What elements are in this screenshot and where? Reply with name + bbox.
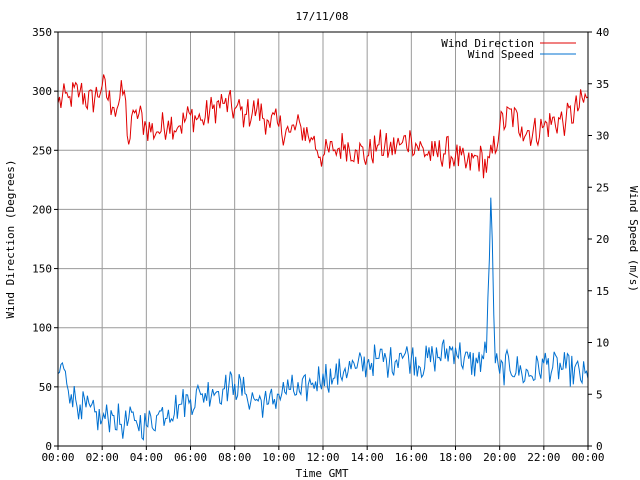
series-line-1 xyxy=(57,197,589,441)
x-tick-label: 14:00 xyxy=(351,451,384,464)
y-axis-label-right: Wind Speed (m/s) xyxy=(627,186,640,292)
x-tick-label: 12:00 xyxy=(306,451,339,464)
y-left-tick-label: 350 xyxy=(32,26,52,39)
y-right-tick-label: 30 xyxy=(596,130,609,143)
y-axis-label-left: Wind Direction (Degrees) xyxy=(4,160,17,319)
y-right-tick-label: 0 xyxy=(596,440,603,453)
y-right-tick-label: 25 xyxy=(596,181,609,194)
x-tick-label: 10:00 xyxy=(262,451,295,464)
chart-title: 17/11/08 xyxy=(296,10,349,23)
y-right-tick-label: 20 xyxy=(596,233,609,246)
series-line-0 xyxy=(57,74,589,179)
x-tick-label: 18:00 xyxy=(439,451,472,464)
grid-lines xyxy=(58,31,588,446)
legend-label-1: Wind Speed xyxy=(468,48,534,61)
y-right-tick-label: 15 xyxy=(596,285,609,298)
x-tick-label: 00:00 xyxy=(41,451,74,464)
y-left-tick-label: 0 xyxy=(45,440,52,453)
legend-label-0: Wind Direction xyxy=(441,37,534,50)
axis-ticks: 00:00 02:00 04:00 06:00 08:00 10:00 12:00 14:00… xyxy=(32,26,609,464)
y-right-tick-label: 10 xyxy=(596,337,609,350)
x-tick-label: 06:00 xyxy=(174,451,207,464)
x-tick-label: 20:00 xyxy=(483,451,516,464)
y-left-tick-label: 150 xyxy=(32,263,52,276)
y-left-tick-label: 200 xyxy=(32,203,52,216)
series-layer xyxy=(57,74,589,441)
y-right-tick-label: 5 xyxy=(596,388,603,401)
y-left-tick-label: 300 xyxy=(32,85,52,98)
x-tick-label: 16:00 xyxy=(395,451,428,464)
x-tick-label: 04:00 xyxy=(130,451,163,464)
x-axis-label: Time GMT xyxy=(296,467,349,480)
y-right-tick-label: 35 xyxy=(596,78,609,91)
y-right-tick-label: 40 xyxy=(596,26,609,39)
x-tick-label: 08:00 xyxy=(218,451,251,464)
y-left-tick-label: 250 xyxy=(32,144,52,157)
y-left-tick-label: 100 xyxy=(32,322,52,335)
y-left-tick-label: 50 xyxy=(39,381,52,394)
x-tick-label: 00:00 xyxy=(571,451,604,464)
x-tick-label: 22:00 xyxy=(527,451,560,464)
x-tick-label: 02:00 xyxy=(86,451,119,464)
